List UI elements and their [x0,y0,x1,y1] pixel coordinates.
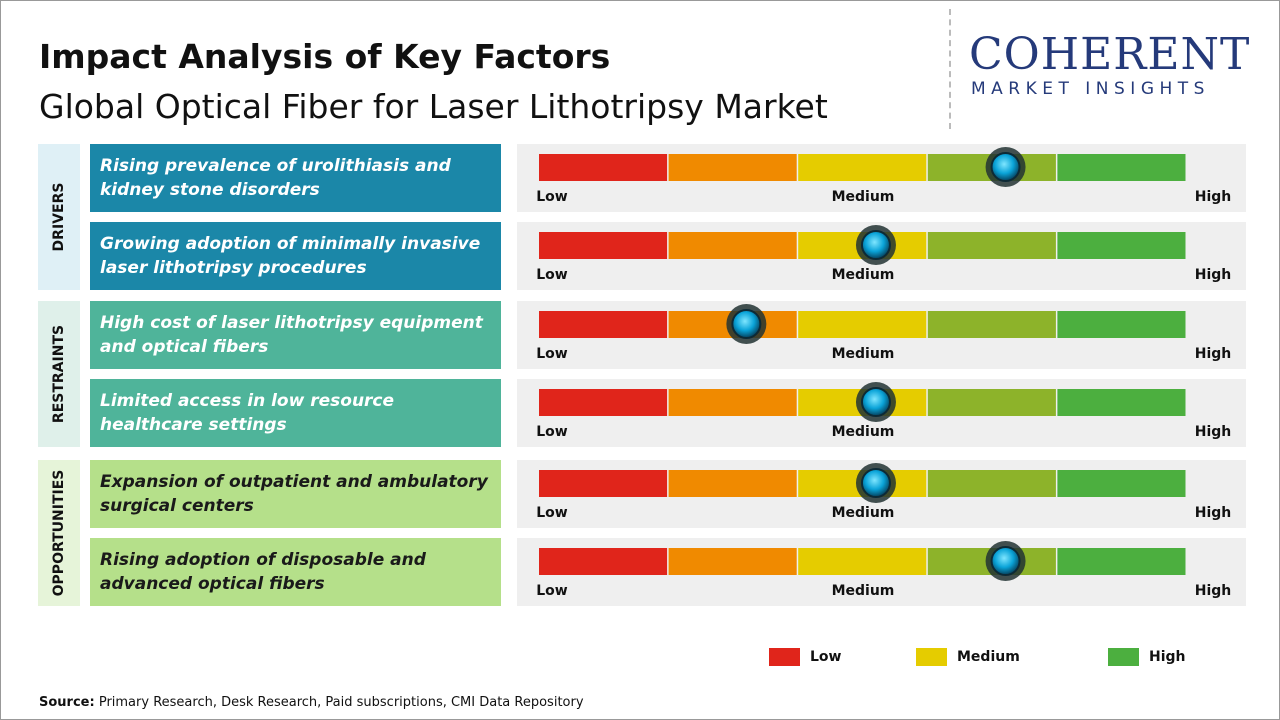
gauge-segment [1057,311,1186,338]
group-label: OPPORTUNITIES [51,470,67,597]
gauge-segment [539,389,668,416]
group-label: RESTRAINTS [51,325,67,423]
factor-box: Expansion of outpatient and ambulatory s… [90,460,501,528]
gauge-segment [927,311,1056,338]
logo-name: COHERENT [969,29,1251,80]
gauge-label: High [1195,424,1232,440]
knob [860,230,891,260]
gauge-segment [1057,548,1186,575]
gauge-label: Low [536,346,568,362]
gauge-label: Medium [832,424,895,440]
gauge-segment [798,154,927,181]
source-label: Source: [39,695,95,710]
gauge-label: High [1195,267,1232,283]
factor-box: Rising adoption of disposable and advanc… [90,538,501,606]
gauge-label: Medium [832,267,895,283]
gauge-label: Low [536,189,568,205]
source-text: Primary Research, Desk Research, Paid su… [98,695,584,710]
gauge-label: Low [536,505,568,521]
gauge-segment [668,232,797,259]
gauge-label: Low [536,583,568,599]
group-band [38,460,80,606]
legend-swatch [1108,648,1139,666]
source: Source: Primary Research, Desk Research,… [39,695,584,710]
gauge-segment [539,311,668,338]
gauge-segment [539,232,668,259]
gauge-segment [798,548,927,575]
knob [860,468,891,498]
gauge-label: Low [536,424,568,440]
knob [990,546,1021,576]
subtitle: Global Optical Fiber for Laser Lithotrip… [39,87,828,126]
gauge-label: High [1195,346,1232,362]
factor-box: Limited access in low resource healthcar… [90,379,501,447]
gauge-label: Medium [832,583,895,599]
gauge-segment [668,548,797,575]
gauge-segment [539,470,668,497]
factor-box: Growing adoption of minimally invasive l… [90,222,501,290]
gauge-label: High [1195,505,1232,521]
legend-label: Low [810,649,842,665]
legend-label: Medium [957,649,1020,665]
legend-label: High [1149,649,1186,665]
factor-box: Rising prevalence of urolithiasis and ki… [90,144,501,212]
gauge-segment [668,154,797,181]
legend-swatch [916,648,947,666]
logo-tagline: MARKET INSIGHTS [971,79,1210,99]
group-label: DRIVERS [51,183,67,252]
gauge-segment [1057,389,1186,416]
gauge-segment [668,389,797,416]
gauge-label: Medium [832,505,895,521]
title: Impact Analysis of Key Factors [39,37,611,76]
gauge-segment [1057,470,1186,497]
legend-swatch [769,648,800,666]
gauge-segment [1057,232,1186,259]
gauge-segment [539,548,668,575]
gauge-segment [668,470,797,497]
factor-box: High cost of laser lithotripsy equipment… [90,301,501,369]
gauge-segment [927,470,1056,497]
gauge-label: High [1195,189,1232,205]
gauge-label: Medium [832,346,895,362]
gauge-segment [798,311,927,338]
group-band [38,144,80,290]
gauge-segment [927,232,1056,259]
knob [731,309,762,339]
group-band [38,301,80,447]
gauge-label: Low [536,267,568,283]
divider [949,9,951,129]
gauge-label: High [1195,583,1232,599]
gauge-segment [1057,154,1186,181]
knob [990,152,1021,182]
gauge-segment [927,389,1056,416]
gauge-segment [539,154,668,181]
gauge-label: Medium [832,189,895,205]
knob [860,387,891,417]
